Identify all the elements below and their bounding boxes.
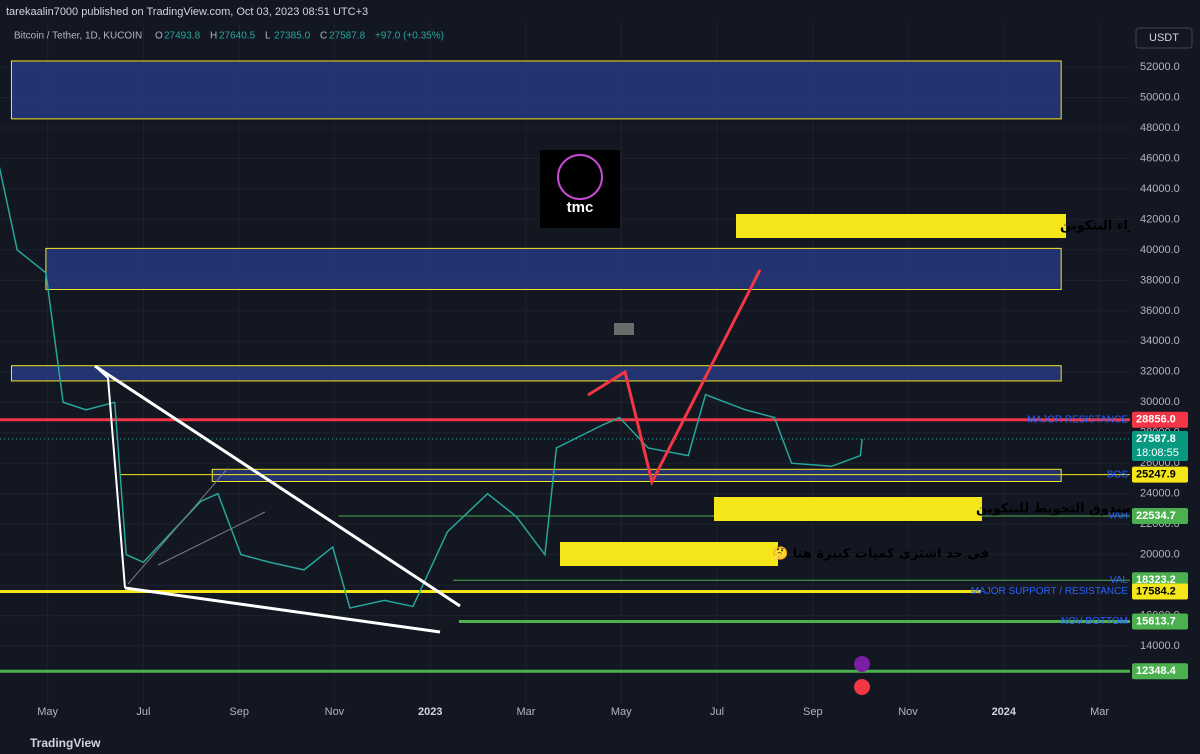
y-tick-label: 24000.0 — [1140, 488, 1180, 500]
level-name: VAH — [1108, 511, 1128, 522]
change: +97.0 (+0.35%) — [375, 31, 444, 42]
logo-text: tmc — [567, 199, 594, 216]
current-price: 27587.8 — [1136, 433, 1176, 445]
price-label: 25247.9 — [1136, 469, 1176, 481]
zone — [10, 60, 1062, 120]
y-tick-label: 38000.0 — [1140, 274, 1180, 286]
y-tick-label: 14000.0 — [1140, 640, 1180, 652]
price-line — [0, 166, 863, 609]
current-price-box — [1132, 431, 1188, 462]
level-name: MAJOR RESISTANCE — [1027, 414, 1128, 425]
y-tick-label: 44000.0 — [1140, 183, 1180, 195]
price-label-box — [1132, 508, 1188, 525]
currency[interactable]: USDT — [1149, 32, 1179, 44]
price-label: 17584.2 — [1136, 585, 1176, 597]
x-tick-label: Mar — [1090, 706, 1109, 718]
wedge-top — [94, 364, 461, 608]
price-label: 22534.7 — [1136, 510, 1176, 522]
y-tick-label: 34000.0 — [1140, 335, 1180, 347]
ohlc-value: 27640.5 — [219, 31, 256, 42]
price-label-box — [1132, 466, 1188, 483]
ohlc: O 27493.8 H 27640.5 L 27385.0 C 27587.8 +97.0 (+… — [155, 31, 444, 42]
event-icon — [854, 679, 870, 695]
x-tick-label: 2023 — [418, 706, 442, 718]
footer — [0, 734, 1200, 754]
zone — [10, 365, 1062, 382]
ohlc-key: O — [155, 31, 163, 42]
price-label-box — [1132, 613, 1188, 630]
topbar — [0, 0, 1200, 22]
price-series — [0, 166, 863, 609]
projection — [587, 269, 762, 487]
channel — [127, 467, 229, 585]
y-tick-label: 52000.0 — [1140, 61, 1180, 73]
ohlc-key: L — [265, 31, 271, 42]
zone — [211, 468, 1062, 483]
ohlc-value: 27493.8 — [164, 31, 201, 42]
x-tick-label: May — [37, 706, 58, 718]
ohlc-value: 27587.8 — [329, 31, 366, 42]
x-tick-label: 2024 — [992, 706, 1017, 718]
annotation-box — [736, 214, 1066, 238]
price-label: 12348.4 — [1136, 665, 1177, 677]
x-tick-label: Mar — [517, 706, 536, 718]
y-tick-label: 20000.0 — [1140, 549, 1180, 561]
y-tick-label: 40000.0 — [1140, 244, 1180, 256]
y-tick-label: 32000.0 — [1140, 366, 1180, 378]
published: tarekaalin7000 published on TradingView.… — [6, 6, 368, 18]
level-name: MAJOR SUPPORT / RESISTANCE — [971, 586, 1129, 597]
y-tick-label: 46000.0 — [1140, 152, 1180, 164]
x-tick-label: May — [611, 706, 632, 718]
price-label-box — [1132, 583, 1188, 600]
ohlc-key: C — [320, 31, 327, 42]
annotation: في حد اشترى كميات كبيرة هنا 🤔 — [772, 546, 989, 562]
x-tick-label: Sep — [229, 706, 249, 718]
wedge-leg — [94, 365, 126, 589]
price-label: 28856.0 — [1136, 414, 1176, 426]
price-label-box — [1132, 411, 1188, 428]
price-label: 18323.2 — [1136, 574, 1176, 586]
logo-box — [540, 150, 620, 228]
logo-ring — [557, 154, 603, 200]
level-name: NOV BOTTOM — [1061, 616, 1128, 627]
currency-box[interactable] — [1135, 27, 1193, 49]
y-tick-label: 30000.0 — [1140, 396, 1180, 408]
price-label: 15613.7 — [1136, 615, 1176, 627]
drawings — [94, 269, 762, 634]
zones — [10, 60, 1062, 483]
y-tick-label: 42000.0 — [1140, 213, 1180, 225]
y-tick-label: 50000.0 — [1140, 91, 1180, 103]
channel — [157, 511, 266, 566]
axes: 14000.016000.018000.020000.022000.024000… — [37, 61, 1188, 718]
x-tick-label: Jul — [136, 706, 150, 718]
footer-brand: TradingView — [30, 736, 101, 750]
zone — [45, 247, 1062, 291]
hammer-icon — [614, 323, 634, 335]
annotation-box — [560, 542, 778, 566]
level-name: VAL — [1110, 575, 1129, 586]
x-tick-label: Nov — [898, 706, 918, 718]
x-tick-label: Nov — [325, 706, 345, 718]
annotation-box — [714, 497, 982, 521]
y-tick-label: 36000.0 — [1140, 305, 1180, 317]
price-label-box — [1132, 663, 1188, 680]
ohlc-key: H — [210, 31, 217, 42]
x-tick-label: Jul — [710, 706, 724, 718]
event-icon — [854, 656, 870, 672]
level-name: BOS — [1107, 469, 1128, 480]
countdown: 18:08:55 — [1136, 447, 1179, 459]
ohlc-value: 27385.0 — [274, 31, 311, 42]
x-tick-label: Sep — [803, 706, 823, 718]
y-tick-label: 48000.0 — [1140, 122, 1180, 134]
symbol: Bitcoin / Tether, 1D, KUCOIN — [14, 31, 142, 42]
wedge-bottom — [124, 586, 441, 634]
